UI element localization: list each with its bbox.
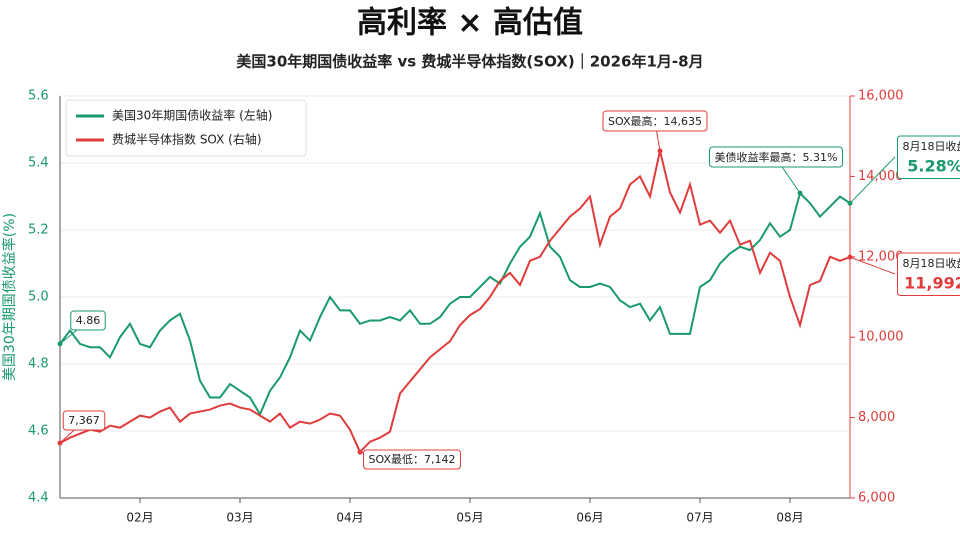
y-tick-label: 4.8 — [28, 357, 49, 372]
y-tick-label: 4.6 — [28, 424, 49, 439]
annotation-point — [657, 148, 663, 154]
y2-tick-label: 14,000 — [858, 169, 904, 184]
y-tick-label: 5.0 — [28, 290, 49, 305]
annotation-leader — [849, 256, 896, 275]
annotation: SOX最高：14,635 — [602, 110, 708, 132]
chart-title: 高利率 × 高估值 — [357, 6, 583, 41]
annotation-point — [57, 440, 63, 446]
y2-tick-label: 8,000 — [858, 410, 895, 425]
annotation-box — [709, 146, 843, 168]
y2-tick-label: 12,000 — [858, 249, 904, 264]
annotation-text: 8月18日收盘 — [903, 139, 960, 153]
annotation-point — [57, 341, 63, 347]
annotation-text: 4.86 — [76, 314, 101, 327]
annotation-box — [602, 110, 708, 132]
y2-tick-label: 16,000 — [858, 89, 904, 104]
x-tick-label: 03月 — [226, 511, 253, 525]
annotation: 8月18日收盘 11,992 — [897, 252, 960, 296]
y-axis-label: 美国30年期国债收益率(%) — [1, 213, 18, 381]
annotation: 美债收益率最高：5.31% — [709, 146, 843, 168]
annotation-box — [70, 310, 106, 331]
y-tick-label: 4.4 — [28, 491, 49, 506]
x-tick-label: 02月 — [126, 511, 153, 525]
legend-label: 美国30年期国债收益率 (左轴) — [112, 108, 272, 123]
annotation-box — [62, 410, 106, 431]
annotation-text: SOX最低：7,142 — [369, 453, 456, 466]
annotation-point — [797, 190, 803, 196]
x-tick-label: 07月 — [686, 511, 713, 525]
legend-label: 费城半导体指数 SOX (右轴) — [112, 132, 262, 147]
annotation-text: 11,992 — [904, 274, 960, 293]
annotation-text: 5.28% — [907, 157, 960, 176]
annotation-point — [847, 200, 853, 206]
annotation: 4.86 — [70, 310, 106, 331]
annotation-leader — [849, 156, 896, 204]
y-tick-label: 5.4 — [28, 156, 49, 171]
series-line — [59, 150, 851, 454]
annotation: SOX最低：7,142 — [363, 449, 461, 470]
y2-tick-label: 10,000 — [858, 330, 904, 345]
annotation-text: 7,367 — [68, 414, 100, 427]
x-tick-label: 05月 — [456, 511, 483, 525]
legend-box — [65, 99, 307, 157]
x-tick-label: 06月 — [576, 511, 603, 525]
annotation-text: 8月18日收盘 — [903, 256, 960, 270]
annotation-point — [847, 254, 853, 260]
series-line — [59, 191, 851, 417]
x-tick-label: 04月 — [336, 511, 363, 525]
y-tick-label: 5.2 — [28, 223, 49, 238]
annotation-text: 美债收益率最高：5.31% — [715, 150, 838, 164]
annotation-box — [363, 449, 461, 470]
chart-subtitle: 美国30年期国债收益率 vs 费城半导体指数(SOX)｜2026年1月-8月 — [236, 53, 703, 71]
y2-tick-label: 6,000 — [858, 491, 895, 506]
annotation: 7,367 — [62, 410, 106, 431]
annotation-box — [897, 135, 960, 179]
y-tick-label: 5.6 — [28, 89, 49, 104]
annotation-point — [357, 449, 363, 455]
annotation-box — [897, 252, 960, 296]
annotation: 8月18日收盘 5.28% — [897, 135, 960, 179]
annotation-text: SOX最高：14,635 — [608, 114, 702, 128]
x-tick-label: 08月 — [776, 511, 803, 525]
